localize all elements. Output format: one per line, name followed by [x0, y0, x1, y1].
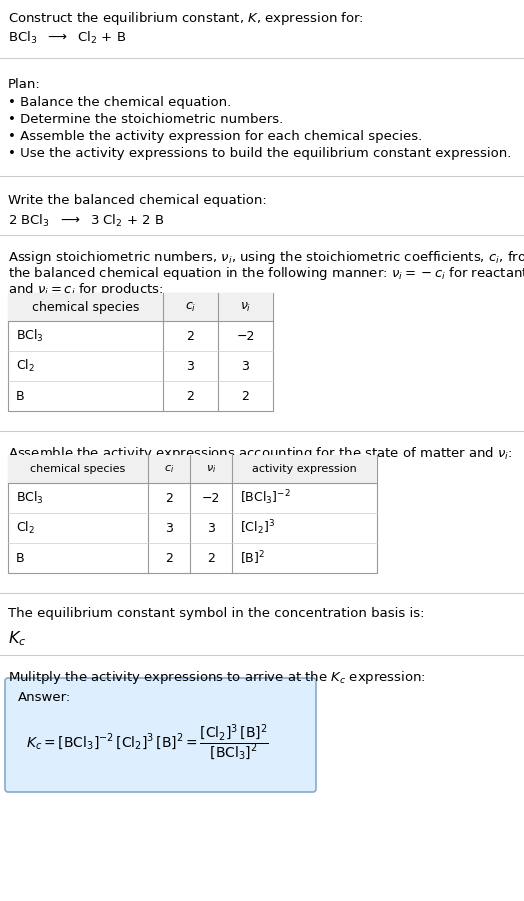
Text: 2: 2 [165, 492, 173, 505]
Text: B: B [16, 389, 25, 403]
Bar [8, 293, 273, 321]
Text: • Balance the chemical equation.: • Balance the chemical equation. [8, 96, 231, 109]
Text: [Cl$_2$]$^3$: [Cl$_2$]$^3$ [240, 519, 275, 537]
Text: $\nu_i$: $\nu_i$ [206, 463, 216, 475]
Text: Write the balanced chemical equation:: Write the balanced chemical equation: [8, 194, 267, 207]
Text: −2: −2 [236, 330, 255, 342]
Text: [B]$^2$: [B]$^2$ [240, 550, 265, 567]
Text: Construct the equilibrium constant, $K$, expression for:: Construct the equilibrium constant, $K$,… [8, 10, 364, 27]
Text: 2: 2 [165, 551, 173, 565]
Text: and $\nu_i = c_i$ for products:: and $\nu_i = c_i$ for products: [8, 281, 163, 298]
Text: $\nu_i$: $\nu_i$ [240, 300, 251, 314]
FancyBboxPatch shape [5, 678, 316, 792]
Text: BCl$_3$: BCl$_3$ [16, 490, 44, 506]
Text: Cl$_2$: Cl$_2$ [16, 520, 35, 536]
Text: 2: 2 [187, 389, 194, 403]
Bar [8, 293, 273, 411]
Bar [8, 455, 377, 483]
Text: $c_i$: $c_i$ [164, 463, 174, 475]
Text: [BCl$_3$]$^{-2}$: [BCl$_3$]$^{-2}$ [240, 488, 291, 507]
Text: chemical species: chemical species [32, 301, 139, 314]
Text: 3: 3 [187, 359, 194, 372]
Text: • Determine the stoichiometric numbers.: • Determine the stoichiometric numbers. [8, 113, 283, 126]
Text: • Use the activity expressions to build the equilibrium constant expression.: • Use the activity expressions to build … [8, 147, 511, 160]
Text: 2: 2 [242, 389, 249, 403]
Text: Plan:: Plan: [8, 78, 41, 91]
Text: BCl$_3$: BCl$_3$ [16, 328, 44, 344]
Text: BCl$_3$  $\longrightarrow$  Cl$_2$ + B: BCl$_3$ $\longrightarrow$ Cl$_2$ + B [8, 30, 126, 46]
Text: Assign stoichiometric numbers, $\nu_i$, using the stoichiometric coefficients, $: Assign stoichiometric numbers, $\nu_i$, … [8, 249, 524, 266]
Bar [8, 455, 377, 573]
Text: Assemble the activity expressions accounting for the state of matter and $\nu_i$: Assemble the activity expressions accoun… [8, 445, 512, 462]
Text: 3: 3 [242, 359, 249, 372]
Text: B: B [16, 551, 25, 565]
Text: chemical species: chemical species [30, 464, 126, 474]
Text: • Assemble the activity expression for each chemical species.: • Assemble the activity expression for e… [8, 130, 422, 143]
Text: activity expression: activity expression [252, 464, 357, 474]
Text: Cl$_2$: Cl$_2$ [16, 358, 35, 374]
Text: 2 BCl$_3$  $\longrightarrow$  3 Cl$_2$ + 2 B: 2 BCl$_3$ $\longrightarrow$ 3 Cl$_2$ + 2… [8, 213, 165, 229]
Text: 3: 3 [165, 522, 173, 534]
Text: −2: −2 [202, 492, 220, 505]
Text: Mulitply the activity expressions to arrive at the $K_c$ expression:: Mulitply the activity expressions to arr… [8, 669, 426, 686]
Text: The equilibrium constant symbol in the concentration basis is:: The equilibrium constant symbol in the c… [8, 607, 424, 620]
Text: 3: 3 [207, 522, 215, 534]
Text: Answer:: Answer: [18, 691, 71, 704]
Text: 2: 2 [187, 330, 194, 342]
Text: $K_c$: $K_c$ [8, 629, 26, 648]
Text: $K_c = [\mathrm{BCl}_3]^{-2}\,[\mathrm{Cl}_2]^3\,[\mathrm{B}]^2 = \dfrac{[\mathr: $K_c = [\mathrm{BCl}_3]^{-2}\,[\mathrm{C… [26, 723, 269, 763]
Text: $c_i$: $c_i$ [185, 300, 196, 314]
Text: the balanced chemical equation in the following manner: $\nu_i = -c_i$ for react: the balanced chemical equation in the fo… [8, 265, 524, 282]
Text: 2: 2 [207, 551, 215, 565]
